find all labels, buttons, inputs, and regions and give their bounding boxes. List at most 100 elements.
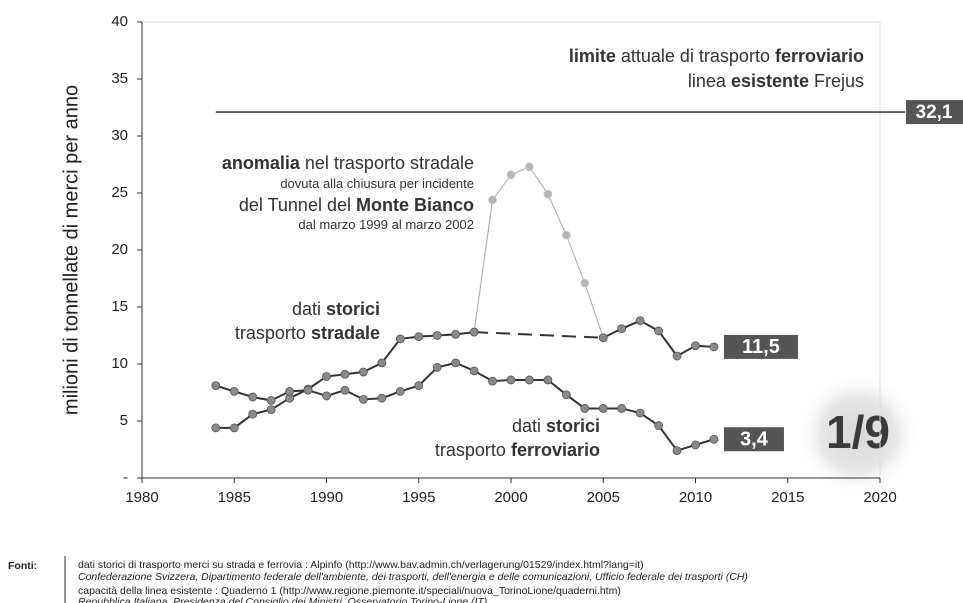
x-tick-label: 1985	[218, 489, 251, 506]
data-point	[617, 324, 627, 334]
source-line: capacità della linea esistente : Quadern…	[78, 585, 621, 597]
data-point	[709, 434, 719, 444]
annotation: trasporto ferroviario	[435, 440, 600, 460]
data-point	[358, 394, 368, 404]
source-line: Confederazione Svizzera, Dipartimento fe…	[78, 571, 748, 583]
data-point	[377, 358, 387, 368]
annotation-run: trasporto	[435, 440, 511, 460]
y-tick-label: 40	[111, 13, 128, 30]
annotation: linea esistente Frejus	[688, 71, 864, 91]
annotation-run: ferroviario	[775, 46, 864, 66]
data-point	[358, 367, 368, 377]
annotation-run: dal marzo 1999 al marzo 2002	[298, 217, 474, 232]
series-line	[215, 361, 715, 452]
x-tick-label: 2020	[863, 489, 896, 506]
data-point	[525, 162, 534, 172]
data-point	[432, 363, 442, 372]
annotation: trasporto stradale	[235, 323, 380, 343]
data-point	[451, 329, 461, 339]
data-point	[322, 391, 331, 401]
data-point	[211, 381, 221, 391]
value-label-box	[723, 427, 784, 452]
data-point	[598, 333, 608, 343]
data-point	[561, 230, 571, 240]
sources-heading: Fonti:	[8, 560, 37, 572]
data-point	[506, 170, 516, 180]
x-tick-label: 2015	[771, 489, 804, 506]
limit-label: 32,1	[916, 102, 953, 123]
y-tick-label: 35	[111, 70, 128, 87]
x-tick-label: 2005	[587, 489, 620, 506]
y-tick-label: 20	[111, 241, 128, 258]
annotation-run: storici	[546, 416, 600, 436]
data-point	[709, 342, 719, 352]
data-point	[635, 408, 645, 418]
source-line: Repubblica Italiana, Presidenza del Cons…	[78, 596, 487, 603]
annotation: dati storici	[292, 299, 380, 319]
data-point	[654, 421, 663, 430]
data-point	[525, 375, 534, 385]
data-point	[469, 327, 479, 337]
data-point	[266, 405, 276, 415]
data-point	[672, 446, 682, 456]
data-point	[266, 396, 276, 405]
annotation-run: trasporto	[235, 323, 311, 343]
data-point	[488, 376, 497, 386]
y-axis-title: milioni di tonnellate di merci per anno	[60, 85, 82, 415]
annotation-run: anomalia	[222, 153, 301, 173]
data-point	[543, 375, 553, 385]
annotation-run: esistente	[731, 71, 809, 91]
ratio: 1/9	[826, 406, 890, 458]
annotation: limite attuale di trasporto ferroviario	[569, 46, 864, 66]
annotation-run: nel trasporto stradale	[300, 153, 474, 173]
annotation-run: stradale	[311, 323, 380, 343]
annotation-run: linea	[688, 71, 731, 91]
series-line	[473, 166, 604, 338]
data-point	[580, 404, 590, 413]
data-point	[340, 385, 350, 395]
annotation-run: attuale di trasporto	[616, 46, 775, 66]
annotation: anomalia nel trasporto stradale	[222, 153, 474, 173]
limit-label-box	[906, 100, 963, 125]
annotation-run: dati	[512, 416, 546, 436]
annotation-run: dovuta alla chiusura per incidente	[280, 176, 474, 191]
data-point	[617, 404, 627, 413]
annotation-run: ferroviario	[511, 440, 600, 460]
x-tick-label: 1980	[125, 489, 158, 506]
annotation: dal marzo 1999 al marzo 2002	[298, 217, 474, 232]
data-point	[561, 390, 571, 400]
data-point	[543, 189, 553, 199]
data-point	[395, 334, 405, 344]
data-point	[635, 316, 645, 326]
data-point	[654, 326, 663, 336]
value-label-box	[723, 334, 798, 359]
data-point	[672, 351, 682, 361]
data-point	[414, 332, 424, 342]
x-tick-label: 1990	[310, 489, 343, 506]
y-tick-label: -	[123, 469, 128, 486]
data-point	[691, 440, 700, 450]
x-tick-label: 2000	[494, 489, 527, 506]
annotation-run: Monte Bianco	[356, 195, 474, 215]
annotation-run: storici	[326, 299, 380, 319]
annotation-run: del	[239, 195, 268, 215]
data-point	[432, 331, 442, 340]
data-point	[488, 195, 497, 205]
data-point	[229, 423, 239, 433]
x-tick-label: 2010	[679, 489, 712, 506]
annotation: dovuta alla chiusura per incidente	[280, 176, 474, 191]
value-label: 11,5	[742, 336, 780, 358]
value-label: 3,4	[740, 429, 769, 451]
y-tick-label: 10	[111, 355, 128, 372]
gap-connector	[474, 331, 604, 339]
annotation-run: limite	[569, 46, 616, 66]
annotation: del Tunnel del Monte Bianco	[239, 195, 474, 215]
data-point	[414, 381, 424, 391]
data-point	[469, 366, 479, 376]
data-point	[285, 386, 295, 396]
data-point	[303, 385, 313, 395]
data-point	[506, 375, 516, 385]
y-tick-label: 15	[111, 298, 128, 315]
